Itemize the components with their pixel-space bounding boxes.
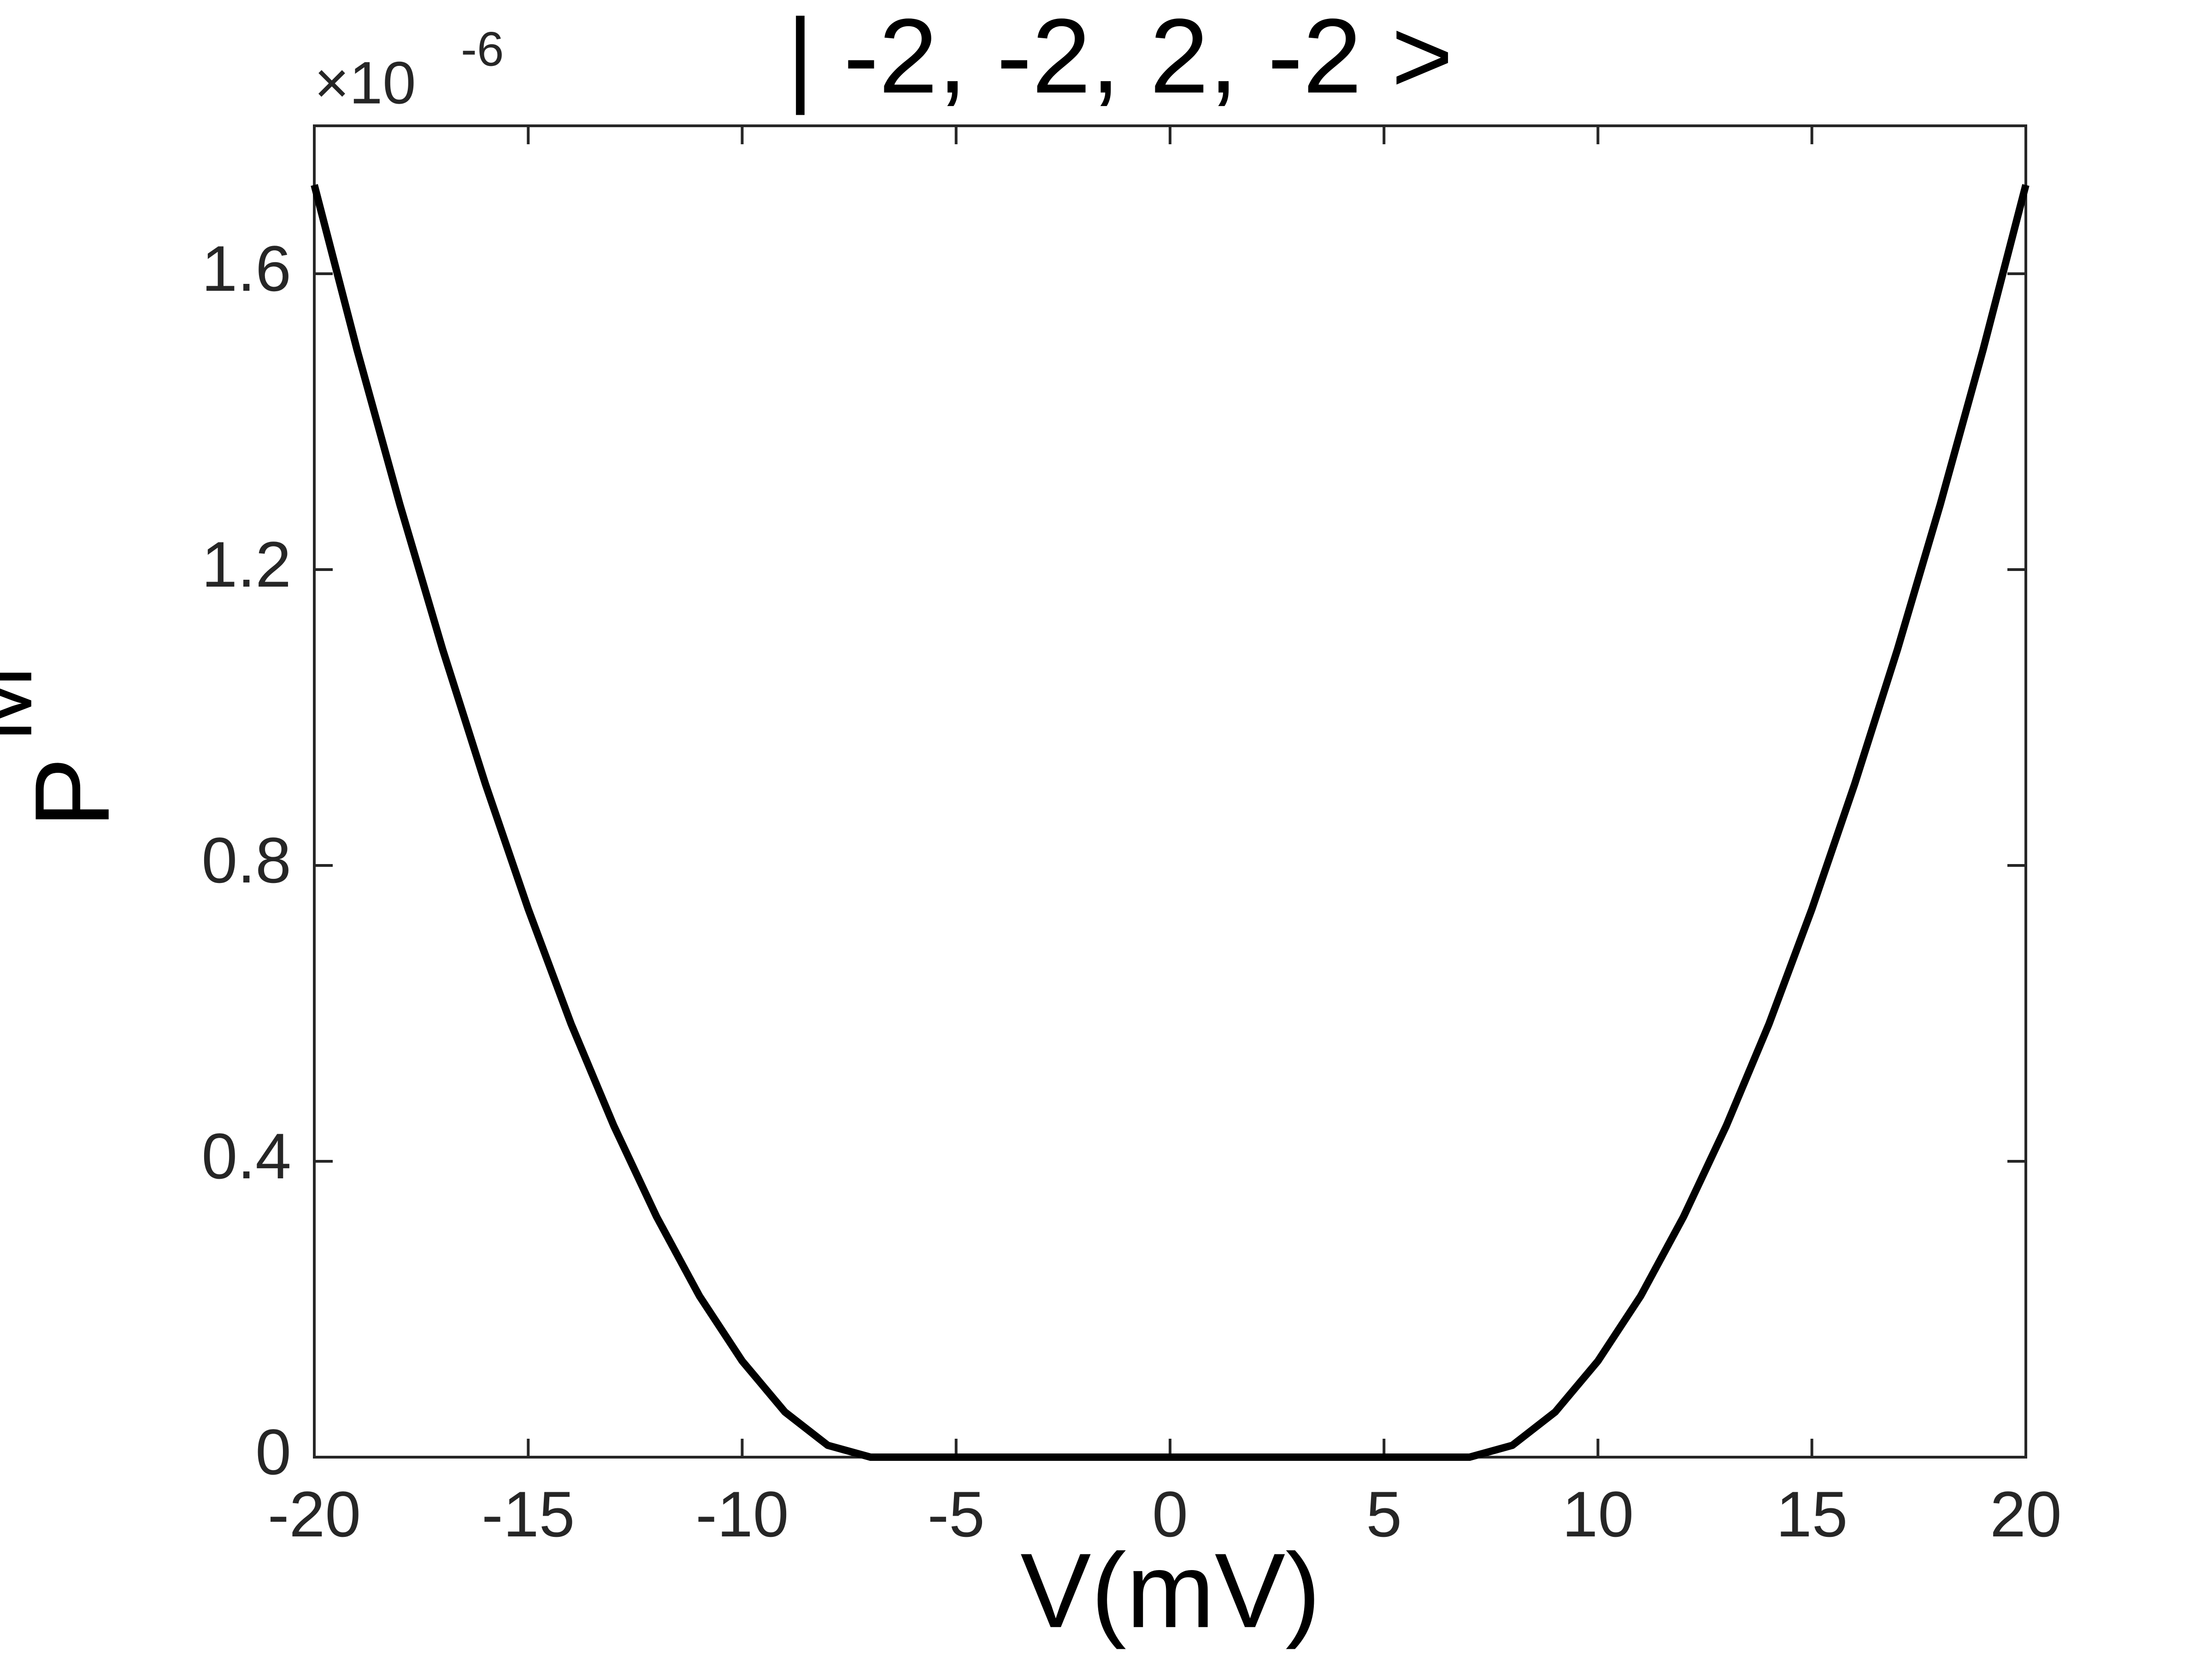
chart-title: | -2, -2, 2, -2 > <box>787 0 1453 115</box>
x-axis-label: V(mV) <box>1020 1531 1321 1650</box>
y-axis-label-sub: M <box>0 665 51 742</box>
y-tick-label: 0.4 <box>201 1120 291 1192</box>
line-series <box>311 184 2030 1461</box>
y-tick-label: 1.6 <box>201 232 291 305</box>
y-tick-label: 0 <box>255 1416 291 1488</box>
x-tick-label: 20 <box>1990 1478 2062 1550</box>
x-tick-label: -5 <box>928 1478 985 1550</box>
y-axis-label: P <box>13 757 131 828</box>
y-multiplier-exponent: -6 <box>461 23 504 76</box>
x-tick-label: 15 <box>1776 1478 1848 1550</box>
x-tick-label: 5 <box>1366 1478 1402 1550</box>
x-tick-label: -20 <box>268 1478 361 1550</box>
x-tick-label: 0 <box>1152 1478 1188 1550</box>
y-tick-label: 1.2 <box>201 528 291 600</box>
y-axis-label-group: P M <box>0 665 131 828</box>
x-tick-label: -10 <box>695 1478 788 1550</box>
x-tick-label: 10 <box>1562 1478 1634 1550</box>
y-multiplier-base: ×10 <box>314 49 416 116</box>
y-tick-label: 0.8 <box>201 824 291 896</box>
x-tick-label: -15 <box>482 1478 575 1550</box>
